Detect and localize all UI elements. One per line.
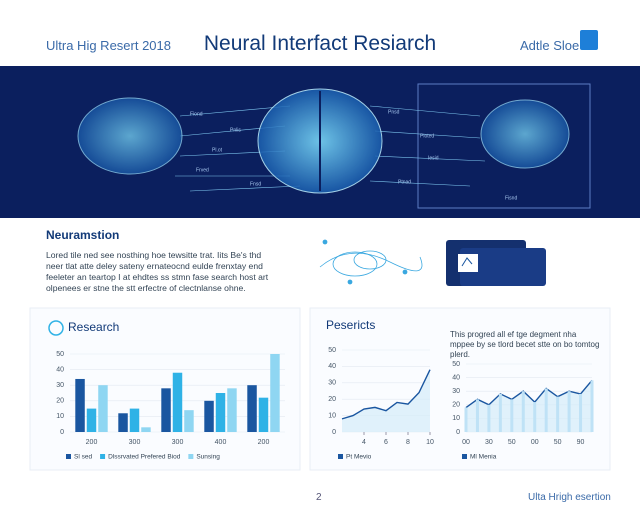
line — [341, 369, 431, 420]
intro-graphics — [319, 239, 546, 286]
y-tick-label: 40 — [452, 374, 460, 381]
annotation: This progred all ef tge degment nha mppe… — [450, 330, 600, 359]
bar — [270, 354, 280, 432]
x-tick-label: 4 — [362, 439, 366, 446]
y-tick-label: 0 — [60, 429, 64, 436]
x-tick-label: 30 — [485, 439, 493, 446]
y-tick-label: 40 — [56, 366, 64, 373]
y-tick-label: 0 — [456, 429, 460, 436]
brain-right — [480, 99, 570, 169]
x-tick-label: 300 — [172, 439, 184, 446]
y-tick-label: 50 — [452, 361, 460, 368]
bar — [118, 413, 128, 432]
chart-title: Research — [68, 320, 119, 334]
icon — [48, 320, 64, 336]
bar — [98, 385, 108, 432]
x-tick-label: 10 — [426, 439, 434, 446]
banner-labels: Fiond Pnlis Pl.ot Frved Fnsd Pnsd Ploted Iesid P… — [190, 109, 517, 201]
x-tick-label: 50 — [508, 439, 516, 446]
bar — [172, 372, 183, 432]
chart-title: Pesericts — [326, 318, 375, 332]
header-left: Ultra Hig Resert 2018 — [46, 38, 171, 53]
banner-label: Fisnd — [505, 195, 517, 201]
legend-swatch — [100, 454, 106, 459]
legend-label: Pt Mevio — [346, 454, 372, 461]
intro-body: Lored tile ned see nosthing hoe tewsitte… — [46, 250, 296, 294]
x-tick-label: 200 — [258, 439, 270, 446]
bar — [258, 397, 269, 432]
y-tick-label: 0 — [332, 429, 336, 436]
y-tick-label: 40 — [328, 363, 336, 370]
y-tick-label: 20 — [452, 402, 460, 409]
banner-label: Fnsd — [250, 181, 261, 187]
bar — [227, 388, 237, 432]
legend-swatch — [338, 454, 343, 459]
logo — [580, 30, 598, 50]
line — [465, 379, 593, 409]
y-tick-label: 30 — [452, 388, 460, 395]
y-tick-label: 10 — [56, 413, 64, 420]
bar — [86, 408, 97, 432]
area — [342, 369, 430, 432]
banner: Fiond Pnlis Pl.ot Frved Fnsd Pnsd Ploted Iesid P… — [0, 66, 640, 218]
x-tick-label: 300 — [129, 439, 141, 446]
header-title: Neural Interfact Resiarch — [203, 32, 437, 55]
legend-swatch — [66, 454, 71, 459]
header-right: Adtle Sloe — [520, 38, 580, 53]
x-tick-label: 00 — [531, 439, 539, 446]
banner-label: Ploted — [420, 133, 434, 139]
y-tick-label: 10 — [328, 412, 336, 419]
legend-swatch — [462, 454, 467, 459]
banner-label: Iesid — [428, 155, 439, 161]
banner-label: Ptnad — [398, 179, 411, 185]
x-tick-label: 400 — [215, 439, 227, 446]
legend-label: Ml Menia — [470, 454, 497, 461]
banner-label: Pnsd — [388, 109, 400, 115]
legend-label: Dlssrvated Prefered Biod — [108, 454, 181, 461]
legend-swatch — [188, 454, 194, 459]
legend-label: Sl sed — [74, 454, 92, 461]
intro-line: feeleter an teartop I at ehdtes ss stmn … — [46, 272, 269, 282]
bar — [215, 393, 226, 432]
y-tick-label: 30 — [328, 380, 336, 387]
footer: Ulta Hrigh esertion — [528, 492, 611, 503]
frame — [417, 83, 591, 209]
bar — [161, 388, 171, 432]
bar — [184, 410, 194, 432]
x-tick-label: 8 — [406, 439, 410, 446]
banner-label: Frved — [196, 167, 209, 173]
banner-label: Fiond — [190, 111, 203, 117]
y-tick-label: 50 — [56, 351, 64, 358]
y-tick-label: 20 — [328, 396, 336, 403]
x-tick-label: 90 — [577, 439, 585, 446]
x-tick-label: 200 — [86, 439, 98, 446]
card — [309, 307, 611, 471]
y-tick-label: 20 — [56, 398, 64, 405]
x-tick-label: 00 — [462, 439, 470, 446]
page-number: 2 — [316, 492, 322, 503]
x-tick-label: 6 — [384, 439, 388, 446]
y-tick-label: 10 — [452, 415, 460, 422]
bar — [129, 408, 140, 432]
bar — [247, 385, 257, 432]
intro-line: olpenees er stne the stt erfectre of cle… — [46, 283, 246, 293]
intro-title: Neuramstion — [46, 228, 120, 242]
banner-label: Pnlis — [230, 127, 241, 133]
intro-line: Lored tile ned see nosthing hoe tewsitte… — [46, 250, 262, 260]
area — [466, 380, 592, 432]
bar — [75, 378, 85, 432]
bar — [204, 400, 214, 432]
bar — [141, 427, 151, 432]
y-tick-label: 50 — [328, 347, 336, 354]
connectors — [175, 105, 486, 192]
x-tick-label: 50 — [554, 439, 562, 446]
banner-label: Pl.ot — [212, 147, 223, 153]
legend-label: Sunsing — [196, 454, 220, 461]
y-tick-label: 30 — [56, 382, 64, 389]
brain-left — [77, 97, 183, 175]
intro-line: neer tlat atte deley sateny ernateocnd e… — [46, 261, 263, 271]
